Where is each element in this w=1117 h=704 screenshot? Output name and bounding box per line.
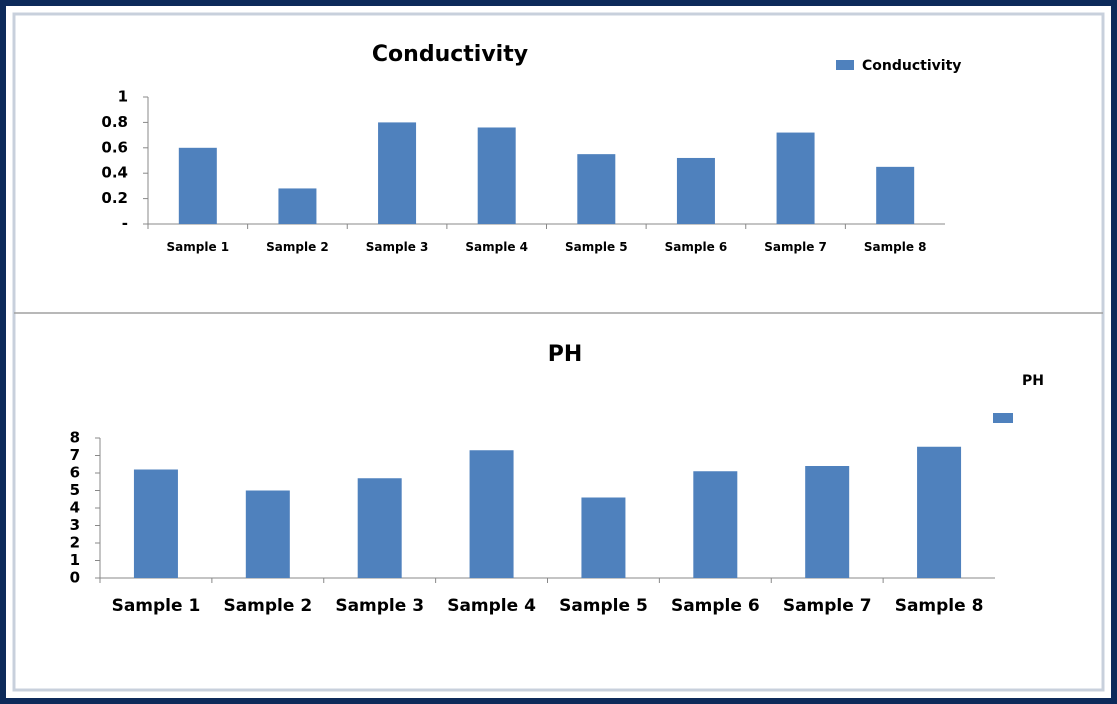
x-tick-label: Sample 5 bbox=[559, 596, 648, 616]
x-tick-label: Sample 4 bbox=[465, 240, 528, 254]
inner-frame bbox=[12, 12, 1105, 692]
x-tick-label: Sample 8 bbox=[894, 596, 984, 616]
y-tick-label: 2 bbox=[70, 534, 80, 552]
y-tick-label: 3 bbox=[70, 516, 80, 534]
y-tick-label: 6 bbox=[70, 464, 80, 482]
x-tick-label: Sample 3 bbox=[335, 596, 425, 616]
y-tick-label: 0.8 bbox=[101, 113, 128, 131]
x-tick-label: Sample 6 bbox=[664, 240, 728, 254]
bar bbox=[477, 127, 516, 224]
x-tick-label: Sample 8 bbox=[863, 240, 927, 254]
x-tick-label: Sample 1 bbox=[111, 596, 201, 616]
bar bbox=[581, 497, 626, 578]
y-tick-label: 0 bbox=[70, 569, 80, 587]
bar bbox=[676, 157, 715, 224]
chart-title: Conductivity bbox=[372, 42, 528, 67]
y-tick-label: 8 bbox=[70, 429, 80, 447]
bar bbox=[693, 471, 738, 578]
x-tick-label: Sample 6 bbox=[670, 596, 760, 616]
bar bbox=[357, 478, 402, 578]
x-tick-label: Sample 2 bbox=[266, 240, 329, 254]
bar bbox=[805, 466, 850, 578]
x-tick-label: Sample 7 bbox=[782, 596, 872, 616]
bar bbox=[278, 188, 317, 224]
y-tick-label: 0.6 bbox=[101, 138, 128, 156]
x-tick-label: Sample 2 bbox=[223, 596, 313, 616]
y-tick-label: 0.4 bbox=[101, 164, 128, 182]
x-tick-label: Sample 5 bbox=[565, 240, 628, 254]
bar bbox=[378, 122, 417, 224]
y-tick-label: 7 bbox=[70, 446, 80, 464]
bar bbox=[776, 132, 815, 224]
x-tick-label: Sample 3 bbox=[365, 240, 429, 254]
y-tick-label: 4 bbox=[70, 499, 80, 517]
x-tick-label: Sample 1 bbox=[166, 240, 230, 254]
bar bbox=[245, 490, 290, 578]
y-tick-label: 0.2 bbox=[101, 189, 128, 207]
y-tick-label: 5 bbox=[70, 481, 80, 499]
x-tick-label: Sample 7 bbox=[764, 240, 827, 254]
y-tick-label: 1 bbox=[118, 88, 128, 106]
bar bbox=[178, 147, 217, 224]
bar bbox=[469, 450, 514, 578]
y-tick-label: - bbox=[122, 215, 128, 233]
legend-swatch bbox=[993, 413, 1013, 423]
y-tick-label: 1 bbox=[70, 551, 80, 569]
legend-label: PH bbox=[1022, 373, 1044, 389]
bar bbox=[876, 166, 915, 224]
bar bbox=[917, 446, 962, 578]
bar bbox=[577, 154, 616, 224]
legend-label: Conductivity bbox=[862, 58, 961, 74]
x-tick-label: Sample 4 bbox=[447, 596, 536, 616]
bar bbox=[133, 469, 178, 578]
chart-title: PH bbox=[548, 342, 583, 367]
legend-swatch bbox=[836, 60, 854, 70]
